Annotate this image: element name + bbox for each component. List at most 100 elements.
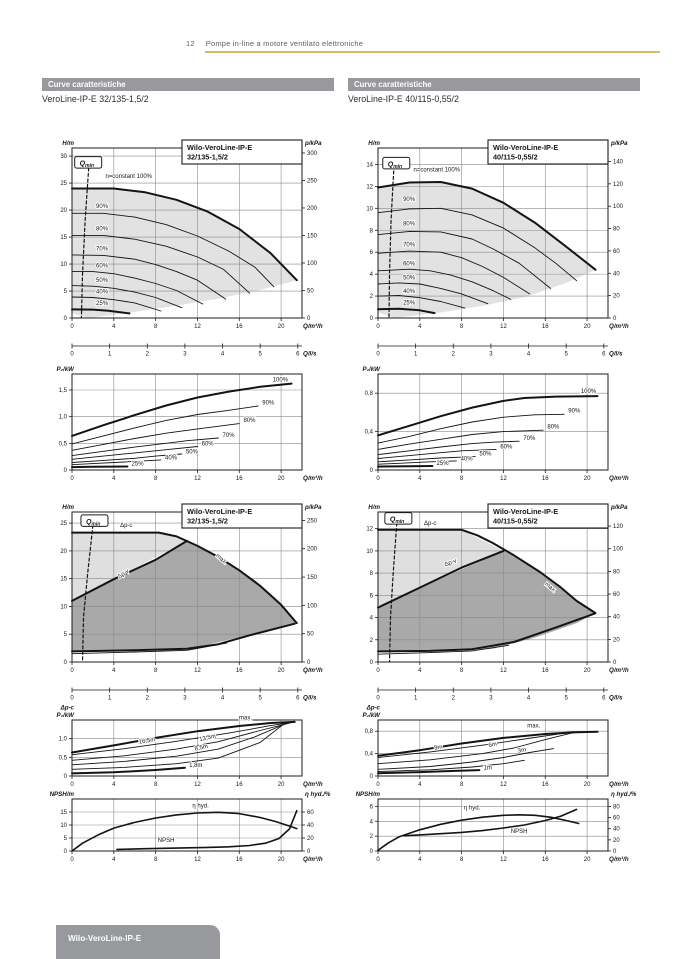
svg-text:Wilo-VeroLine-IP-E: Wilo-VeroLine-IP-E [493, 143, 558, 152]
svg-text:8: 8 [154, 857, 158, 863]
footer-series-label: Wilo-VeroLine-IP-E [56, 925, 220, 959]
svg-text:16: 16 [236, 857, 243, 863]
svg-text:0: 0 [307, 660, 311, 666]
svg-text:14: 14 [366, 162, 373, 168]
svg-text:0,4: 0,4 [365, 430, 374, 436]
svg-text:6m: 6m [488, 742, 497, 750]
svg-text:0: 0 [613, 316, 617, 322]
svg-text:0: 0 [70, 857, 74, 863]
svg-text:0,8: 0,8 [365, 729, 374, 735]
svg-text:Qmin: Qmin [86, 519, 100, 528]
svg-text:3m: 3m [517, 747, 526, 755]
svg-text:5: 5 [259, 352, 263, 358]
svg-text:12: 12 [194, 782, 201, 788]
svg-text:Wilo-VeroLine-IP-E: Wilo-VeroLine-IP-E [493, 507, 558, 516]
svg-text:200: 200 [307, 547, 318, 553]
svg-text:70%: 70% [523, 436, 536, 442]
svg-text:8: 8 [154, 476, 158, 482]
svg-text:H/m: H/m [368, 140, 380, 147]
svg-text:P₂/kW: P₂/kW [363, 712, 382, 719]
svg-text:8: 8 [460, 476, 464, 482]
svg-text:Q/m³/h: Q/m³/h [303, 856, 323, 863]
svg-text:300: 300 [307, 151, 318, 157]
svg-text:n=constant 100%: n=constant 100% [105, 174, 152, 180]
svg-text:20: 20 [613, 637, 620, 643]
svg-text:9m: 9m [434, 745, 443, 752]
svg-text:Q/l/s: Q/l/s [609, 351, 623, 358]
svg-text:80%: 80% [403, 221, 416, 227]
svg-text:Wilo-VeroLine-IP-E: Wilo-VeroLine-IP-E [187, 143, 252, 152]
svg-text:0: 0 [70, 352, 74, 358]
svg-text:12: 12 [194, 324, 201, 330]
svg-text:2: 2 [370, 834, 374, 840]
svg-text:25%: 25% [132, 461, 145, 467]
svg-text:Q/m³/h: Q/m³/h [303, 667, 323, 674]
svg-text:4: 4 [418, 857, 422, 863]
svg-text:6: 6 [602, 696, 606, 702]
svg-text:4: 4 [527, 696, 531, 702]
svg-text:4: 4 [370, 272, 374, 278]
svg-text:20: 20 [60, 208, 67, 214]
svg-text:80: 80 [613, 804, 620, 810]
svg-text:0: 0 [370, 468, 374, 474]
svg-text:Wilo-VeroLine-IP-E: Wilo-VeroLine-IP-E [187, 507, 252, 516]
svg-text:100: 100 [307, 603, 318, 609]
svg-text:8: 8 [460, 324, 464, 330]
svg-text:3: 3 [489, 352, 493, 358]
svg-text:100: 100 [613, 204, 624, 210]
svg-text:60: 60 [613, 816, 620, 822]
svg-text:2: 2 [370, 294, 374, 300]
svg-text:20: 20 [60, 549, 67, 555]
svg-text:120: 120 [613, 524, 624, 530]
svg-text:6: 6 [296, 352, 300, 358]
svg-text:50: 50 [307, 632, 314, 638]
svg-text:20: 20 [278, 324, 285, 330]
pump-model-right: VeroLine-IP-E 40/115-0,55/2 [348, 94, 459, 104]
svg-text:10: 10 [60, 604, 67, 610]
svg-text:8,5m: 8,5m [194, 744, 208, 753]
svg-text:25%: 25% [437, 461, 450, 467]
svg-text:0: 0 [376, 352, 380, 358]
svg-text:4: 4 [221, 696, 225, 702]
svg-text:200: 200 [307, 206, 318, 212]
svg-text:P₂/kW: P₂/kW [57, 366, 76, 373]
svg-text:16: 16 [236, 782, 243, 788]
svg-text:20: 20 [307, 836, 314, 842]
svg-text:40: 40 [613, 615, 620, 621]
svg-text:8: 8 [460, 782, 464, 788]
svg-text:5: 5 [259, 696, 263, 702]
svg-text:20: 20 [613, 838, 620, 844]
svg-text:20: 20 [278, 476, 285, 482]
svg-text:H/m: H/m [62, 140, 74, 147]
svg-text:60: 60 [307, 810, 314, 816]
svg-text:η hyd./%: η hyd./% [611, 791, 637, 798]
svg-text:32/135-1,5/2: 32/135-1,5/2 [187, 517, 228, 526]
svg-text:16: 16 [236, 476, 243, 482]
svg-text:80%: 80% [243, 418, 256, 424]
svg-text:max.: max. [527, 723, 540, 729]
svg-text:0: 0 [370, 849, 374, 855]
svg-text:8: 8 [460, 668, 464, 674]
page-header: 12 Pompe in-line a motore ventilato elet… [186, 39, 363, 48]
svg-text:15: 15 [60, 235, 67, 241]
svg-text:3: 3 [183, 696, 187, 702]
left-column: Curve caratteristiche VeroLine-IP-E 32/1… [42, 78, 334, 878]
svg-text:10: 10 [366, 206, 373, 212]
svg-text:8: 8 [370, 228, 374, 234]
svg-text:60%: 60% [500, 444, 513, 450]
chart-power-40: 0 0,4 0,8 0 4 8 12 16 20 Q/m³/h P₂/kW 100% 90% 80% 70%… [363, 366, 629, 482]
svg-text:16: 16 [542, 324, 549, 330]
svg-text:25: 25 [60, 521, 67, 527]
svg-text:90%: 90% [96, 204, 109, 210]
svg-text:5: 5 [64, 632, 68, 638]
svg-text:70%: 70% [223, 433, 236, 439]
svg-text:40/115-0,55/2: 40/115-0,55/2 [493, 517, 538, 526]
svg-text:16: 16 [236, 668, 243, 674]
svg-text:5: 5 [565, 696, 569, 702]
svg-text:p/kPa: p/kPa [304, 504, 322, 511]
svg-text:12: 12 [194, 857, 201, 863]
svg-text:10: 10 [366, 549, 373, 555]
svg-text:25%: 25% [403, 300, 416, 306]
svg-text:0,8: 0,8 [365, 391, 374, 397]
